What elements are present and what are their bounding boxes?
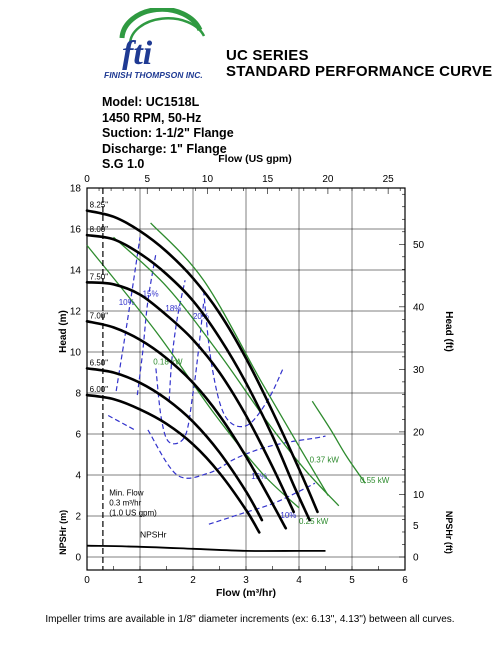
head-curve-5 bbox=[85, 393, 261, 534]
x-tick-label: 2 bbox=[190, 575, 196, 586]
min-flow-label: (1.0 US gpm) bbox=[109, 509, 157, 518]
y-right-tick-label: 50 bbox=[413, 240, 425, 251]
y-tick-label: 8 bbox=[75, 389, 81, 400]
head-curve-label: 6.50" bbox=[90, 358, 109, 367]
power-line-1 bbox=[113, 236, 340, 507]
power-layer: 0.18 kW 0.25 kW 0.37 kW 0.55 kW bbox=[86, 222, 390, 526]
fti-logo: fti FINISH THOMPSON INC. bbox=[100, 8, 220, 84]
head-curve-2 bbox=[85, 281, 295, 514]
spec-speed: 1450 RPM, 50-Hz bbox=[102, 110, 202, 125]
x-tick-label: 6 bbox=[402, 575, 408, 586]
x-top-tick-label: 20 bbox=[322, 174, 334, 185]
efficiency-contour-5 bbox=[147, 429, 326, 479]
npsh-right-axis-title: NPSHr (ft) bbox=[444, 511, 454, 554]
power-line-3 bbox=[311, 400, 366, 484]
y-tick-label: 14 bbox=[70, 266, 82, 277]
company-name: FINISH THOMPSON INC. bbox=[104, 70, 203, 80]
spec-model: Model: UC1518L bbox=[102, 95, 200, 109]
y-axis-title: Head (m) bbox=[58, 310, 69, 353]
efficiency-label: 20% bbox=[193, 312, 209, 321]
spec-discharge: Discharge: 1" Flange bbox=[102, 141, 227, 156]
spec-suction: Suction: 1-1/2" Flange bbox=[102, 126, 234, 141]
series-title: UC SERIES bbox=[226, 47, 309, 64]
efficiency-contour-1 bbox=[136, 253, 157, 396]
head-curve-label: 8.25" bbox=[90, 201, 109, 210]
npsh-tick-label: 2 bbox=[75, 512, 81, 523]
x-top-tick-label: 0 bbox=[84, 174, 90, 185]
efficiency-label: 10% bbox=[280, 511, 296, 520]
y-right-tick-label: 40 bbox=[413, 302, 425, 313]
efficiency-label: 10% bbox=[119, 298, 135, 307]
x-tick-label: 3 bbox=[243, 575, 249, 586]
curve-title: STANDARD PERFORMANCE CURVE bbox=[226, 63, 493, 80]
y-tick-label: 12 bbox=[70, 307, 82, 318]
efficiency-contour-7 bbox=[107, 414, 135, 431]
power-label: 0.18 kW bbox=[153, 357, 183, 366]
y-tick-label: 10 bbox=[70, 348, 82, 359]
grid-layer bbox=[86, 187, 406, 571]
npsh-right-tick-label: 0 bbox=[413, 553, 419, 564]
npsh-right-tick-label: 5 bbox=[413, 521, 419, 532]
efficiency-layer: 10% 15% 18% 20% 15% 10% bbox=[107, 237, 326, 525]
power-label: 0.37 kW bbox=[310, 456, 340, 465]
y-right-tick-label: 30 bbox=[413, 365, 425, 376]
y-tick-label: 18 bbox=[70, 184, 82, 195]
x-tick-label: 4 bbox=[296, 575, 302, 586]
efficiency-contour-4 bbox=[203, 290, 284, 428]
y-tick-label: 16 bbox=[70, 225, 82, 236]
y-right-axis-title: Head (ft) bbox=[443, 311, 454, 352]
y-tick-label: 4 bbox=[75, 471, 81, 482]
x-top-tick-label: 5 bbox=[144, 174, 150, 185]
x-top-axis-title: Flow (US gpm) bbox=[218, 153, 292, 165]
footnote: Impeller trims are available in 1/8" dia… bbox=[45, 614, 455, 625]
efficiency-contour-0 bbox=[115, 237, 141, 392]
y-tick-label: 6 bbox=[75, 430, 81, 441]
min-flow-label: 0.3 m³/hr bbox=[109, 499, 141, 508]
head-curve-label: 6.00" bbox=[90, 385, 109, 394]
chart-svg: 10% 15% 18% 20% 15% 10% 0.18 kW 0.25 kW 0.37 kW… bbox=[58, 153, 454, 599]
y-right-tick-label: 20 bbox=[413, 427, 425, 438]
power-line-0 bbox=[86, 244, 300, 509]
spec-sg: S.G 1.0 bbox=[102, 157, 145, 172]
plot-frame bbox=[86, 187, 406, 571]
head-curve-1 bbox=[85, 233, 311, 522]
npshr-curve bbox=[86, 544, 326, 552]
x-tick-label: 5 bbox=[349, 575, 355, 586]
logo-wordmark: fti bbox=[122, 35, 153, 70]
y-right-tick-label: 10 bbox=[413, 490, 425, 501]
head-curve-4 bbox=[85, 367, 264, 522]
x-axis-title: Flow (m³/hr) bbox=[216, 587, 276, 599]
efficiency-label: 18% bbox=[165, 304, 181, 313]
head-curve-label: 7.00" bbox=[90, 311, 109, 320]
head-curve-label: 8.00" bbox=[90, 225, 109, 234]
efficiency-label: 15% bbox=[143, 290, 159, 299]
x-tick-label: 1 bbox=[137, 575, 143, 586]
min-flow-label: Min. Flow bbox=[109, 489, 143, 498]
efficiency-label: 15% bbox=[251, 472, 267, 481]
efficiency-contour-2 bbox=[168, 280, 186, 402]
x-top-tick-label: 25 bbox=[383, 174, 395, 185]
logo-graphic: fti bbox=[119, 8, 206, 70]
power-line-2 bbox=[150, 222, 329, 496]
npsh-tick-label: 0 bbox=[75, 553, 81, 564]
efficiency-contour-3 bbox=[155, 302, 205, 445]
performance-chart: 10% 15% 18% 20% 15% 10% 0.18 kW 0.25 kW 0.37 kW… bbox=[0, 150, 500, 600]
x-top-tick-label: 10 bbox=[202, 174, 214, 185]
x-tick-label: 0 bbox=[84, 575, 90, 586]
head-curve-layer: 8.25" 8.00" 7.50" 7.00" 6.50" 6.00" NPSHr Min. … bbox=[85, 188, 326, 570]
head-curve-3 bbox=[85, 320, 288, 530]
spec-block: Model: UC1518L 1450 RPM, 50-Hz Suction: … bbox=[102, 95, 234, 173]
npsh-axis-title: NPSHr (m) bbox=[58, 510, 68, 555]
head-curve-label: 7.50" bbox=[90, 272, 109, 281]
power-label: 0.25 kW bbox=[299, 517, 329, 526]
npshr-label: NPSHr bbox=[140, 530, 167, 540]
x-top-tick-label: 15 bbox=[262, 174, 274, 185]
head-curve-0 bbox=[85, 209, 319, 514]
power-label: 0.55 kW bbox=[360, 476, 390, 485]
